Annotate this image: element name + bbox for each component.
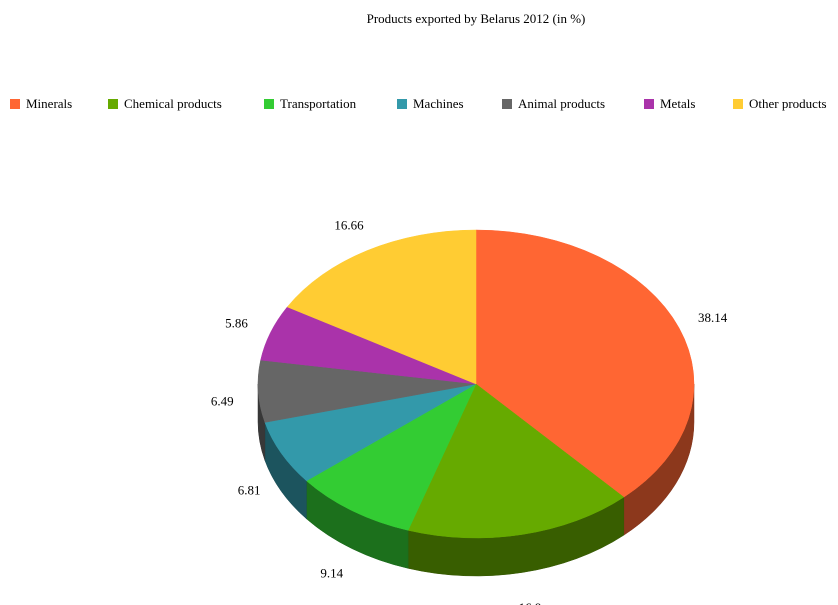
legend-label: Chemical products bbox=[124, 96, 222, 111]
data-label-chemical-products: 16.9 bbox=[519, 600, 542, 605]
data-label-machines: 6.81 bbox=[238, 483, 261, 498]
pie-slice-other-products[interactable] bbox=[286, 229, 477, 385]
data-labels: 38.14 16.9 9.14 6.81 6.49 5.86 16.66 bbox=[211, 218, 728, 605]
pie-slices bbox=[257, 229, 695, 539]
pie-slice-transportation[interactable] bbox=[306, 383, 477, 531]
legend-label: Other products bbox=[749, 96, 827, 111]
legend-swatch bbox=[502, 99, 512, 109]
data-label-animal-products: 6.49 bbox=[211, 394, 234, 409]
chart-title: Products exported by Belarus 2012 (in %) bbox=[366, 11, 586, 26]
legend-swatch bbox=[10, 99, 20, 109]
legend-swatch bbox=[108, 99, 118, 109]
legend-swatch bbox=[264, 99, 274, 109]
data-label-metals: 5.86 bbox=[225, 316, 248, 331]
pie-slice-minerals[interactable] bbox=[475, 229, 695, 498]
pie-sides bbox=[257, 383, 695, 577]
legend-label: Metals bbox=[660, 96, 696, 111]
data-label-minerals: 38.14 bbox=[698, 310, 728, 325]
pie-slice-chemical-products[interactable] bbox=[407, 383, 625, 539]
data-label-transportation: 9.14 bbox=[320, 566, 343, 581]
legend-label: Transportation bbox=[280, 96, 357, 111]
legend-label: Machines bbox=[413, 96, 464, 111]
legend-label: Minerals bbox=[26, 96, 73, 111]
legend-swatch bbox=[644, 99, 654, 109]
legend-swatch bbox=[733, 99, 743, 109]
legend-swatch bbox=[397, 99, 407, 109]
data-label-other-products: 16.66 bbox=[334, 218, 364, 233]
legend-label: Animal products bbox=[518, 96, 606, 111]
